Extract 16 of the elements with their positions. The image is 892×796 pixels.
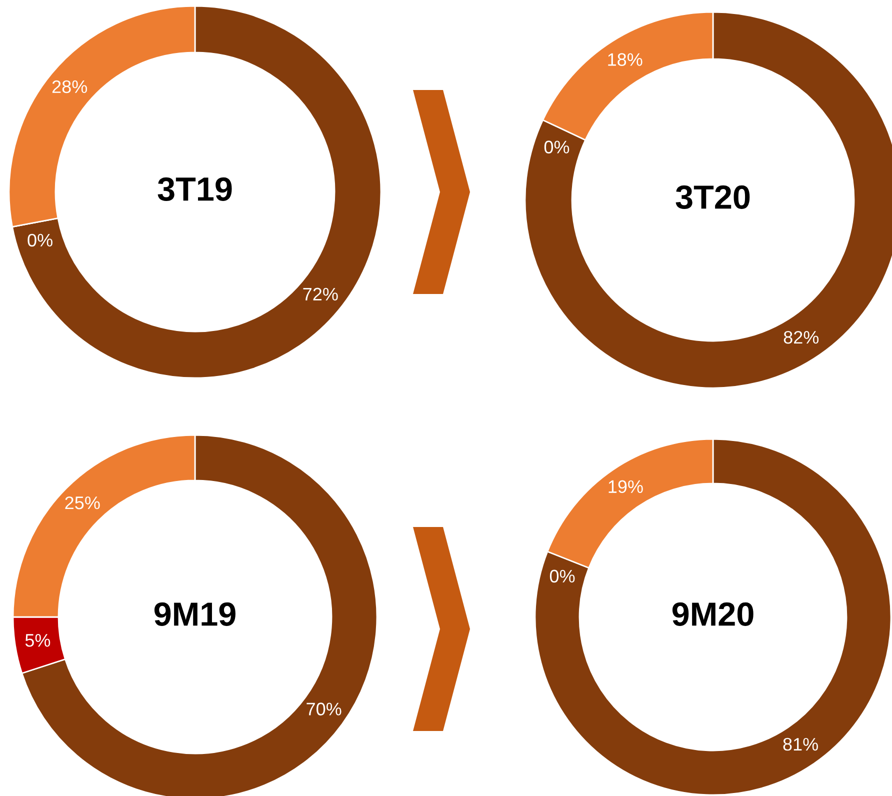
data-label: 72%	[303, 288, 338, 301]
data-label: 81%	[783, 738, 818, 751]
data-label: 5%	[25, 634, 50, 647]
data-label: 19%	[608, 480, 643, 494]
data-label: 25%	[65, 496, 100, 510]
data-label: 28%	[52, 80, 88, 94]
text: 9M19	[154, 602, 236, 626]
data-label: 82%	[784, 330, 819, 344]
data-label: 18%	[608, 53, 642, 66]
text: 3T20	[676, 185, 750, 209]
text: 0%	[550, 570, 575, 583]
text: 3T19	[158, 177, 232, 201]
data-label: 70%	[306, 702, 342, 716]
text: 0%	[28, 234, 52, 247]
text: 0%	[544, 140, 570, 154]
text: 9M20	[672, 602, 754, 626]
